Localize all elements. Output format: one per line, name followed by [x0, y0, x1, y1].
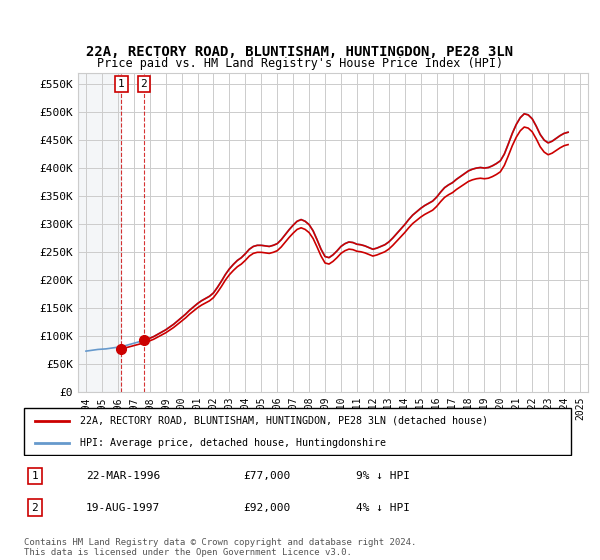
Text: 9% ↓ HPI: 9% ↓ HPI — [356, 471, 410, 481]
Bar — [78, 73, 121, 392]
Text: Price paid vs. HM Land Registry's House Price Index (HPI): Price paid vs. HM Land Registry's House … — [97, 57, 503, 70]
Text: £92,000: £92,000 — [244, 502, 291, 512]
FancyBboxPatch shape — [23, 408, 571, 455]
Text: 2: 2 — [140, 79, 147, 89]
Text: Contains HM Land Registry data © Crown copyright and database right 2024.
This d: Contains HM Land Registry data © Crown c… — [24, 538, 416, 557]
Text: 19-AUG-1997: 19-AUG-1997 — [86, 502, 160, 512]
Text: HPI: Average price, detached house, Huntingdonshire: HPI: Average price, detached house, Hunt… — [80, 437, 386, 447]
Text: 2: 2 — [32, 502, 38, 512]
Text: 4% ↓ HPI: 4% ↓ HPI — [356, 502, 410, 512]
Text: 22A, RECTORY ROAD, BLUNTISHAM, HUNTINGDON, PE28 3LN (detached house): 22A, RECTORY ROAD, BLUNTISHAM, HUNTINGDO… — [80, 416, 488, 426]
Text: £77,000: £77,000 — [244, 471, 291, 481]
Text: 22A, RECTORY ROAD, BLUNTISHAM, HUNTINGDON, PE28 3LN: 22A, RECTORY ROAD, BLUNTISHAM, HUNTINGDO… — [86, 45, 514, 59]
Text: 1: 1 — [118, 79, 125, 89]
Text: 1: 1 — [32, 471, 38, 481]
Text: 22-MAR-1996: 22-MAR-1996 — [86, 471, 160, 481]
